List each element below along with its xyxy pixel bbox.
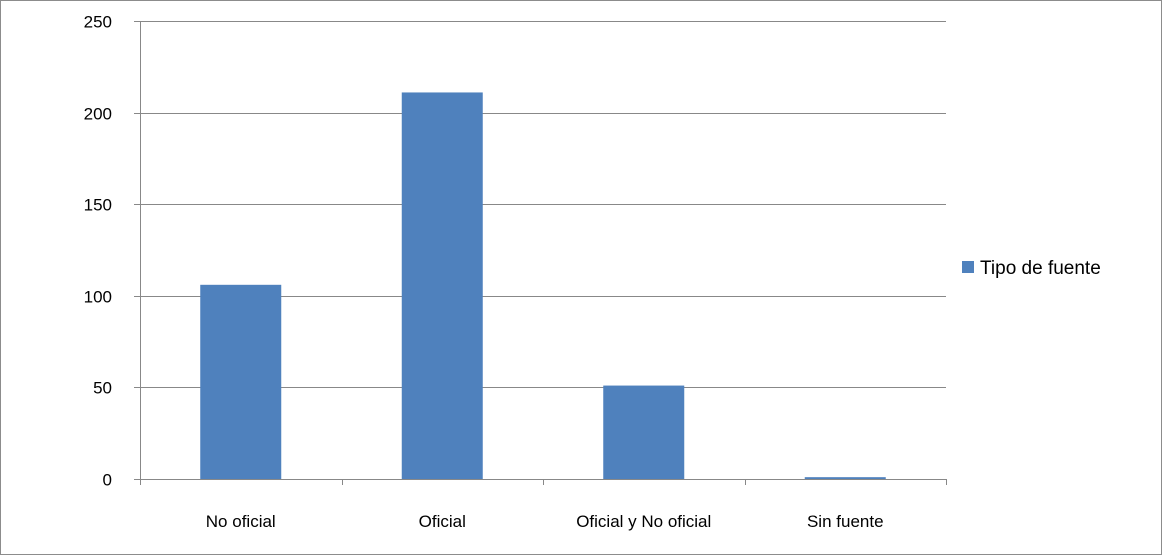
bar xyxy=(401,92,483,479)
x-tick-label: Oficial y No oficial xyxy=(576,512,711,531)
x-tick-label: Sin fuente xyxy=(807,512,884,531)
legend: Tipo de fuente xyxy=(962,258,1101,279)
y-tick-labels: 0 50 100 150 200 250 xyxy=(84,13,112,490)
y-tick-label: 150 xyxy=(84,196,112,215)
x-tick-labels: No oficial Oficial Oficial y No oficial Sin… xyxy=(140,479,947,531)
y-tick-label: 50 xyxy=(93,379,112,398)
bars xyxy=(200,92,886,479)
y-tick-label: 250 xyxy=(84,13,112,32)
y-tick-label: 0 xyxy=(103,471,112,490)
y-tick-label: 100 xyxy=(84,288,112,307)
legend-swatch xyxy=(962,261,974,273)
y-tick-label: 200 xyxy=(84,105,112,124)
bar xyxy=(804,477,886,479)
bar xyxy=(603,385,685,479)
legend-label: Tipo de fuente xyxy=(980,258,1101,279)
x-tick-label: Oficial xyxy=(419,512,466,531)
bar xyxy=(200,284,282,479)
x-tick-label: No oficial xyxy=(206,512,276,531)
